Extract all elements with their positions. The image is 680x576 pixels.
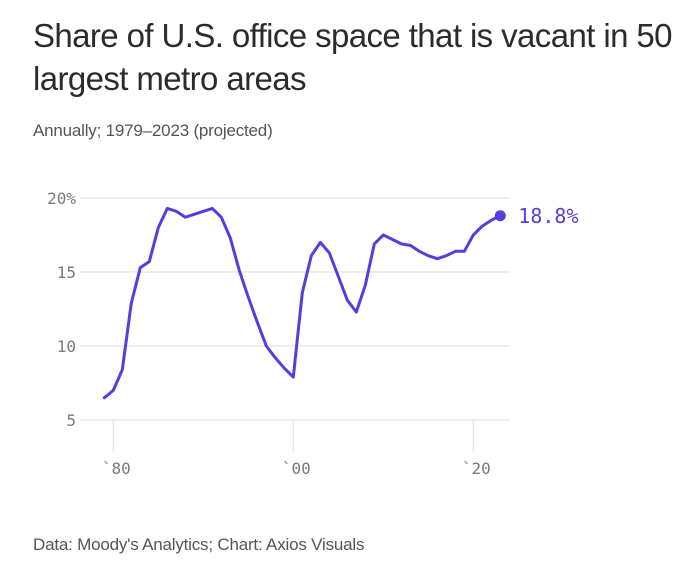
gridlines [80, 197, 510, 421]
y-tick-label: 10 [57, 337, 76, 356]
series-line [102, 206, 502, 400]
chart-subtitle: Annually; 1979–2023 (projected) [33, 121, 273, 140]
series-layer: 18.8% [102, 204, 579, 400]
x-axis-ticks: `80 `00 `20 [102, 420, 491, 478]
end-value-label: 18.8% [518, 204, 578, 228]
x-tick-label: `20 [462, 459, 491, 478]
y-tick-label: 5 [66, 411, 76, 430]
y-tick-label: 15 [57, 263, 76, 282]
chart-title: Share of U.S. office space that is vacan… [33, 17, 673, 97]
y-axis-ticks: 20% 15 10 5 [47, 189, 76, 430]
source-note: Data: Moody's Analytics; Chart: Axios Vi… [33, 535, 365, 554]
x-tick-label: `00 [282, 459, 311, 478]
line-chart: 20% 15 10 5 `80 `00 `20 18.8% [47, 189, 579, 478]
y-tick-label: 20% [47, 189, 76, 208]
end-point-marker [494, 210, 506, 222]
x-tick-label: `80 [102, 459, 131, 478]
